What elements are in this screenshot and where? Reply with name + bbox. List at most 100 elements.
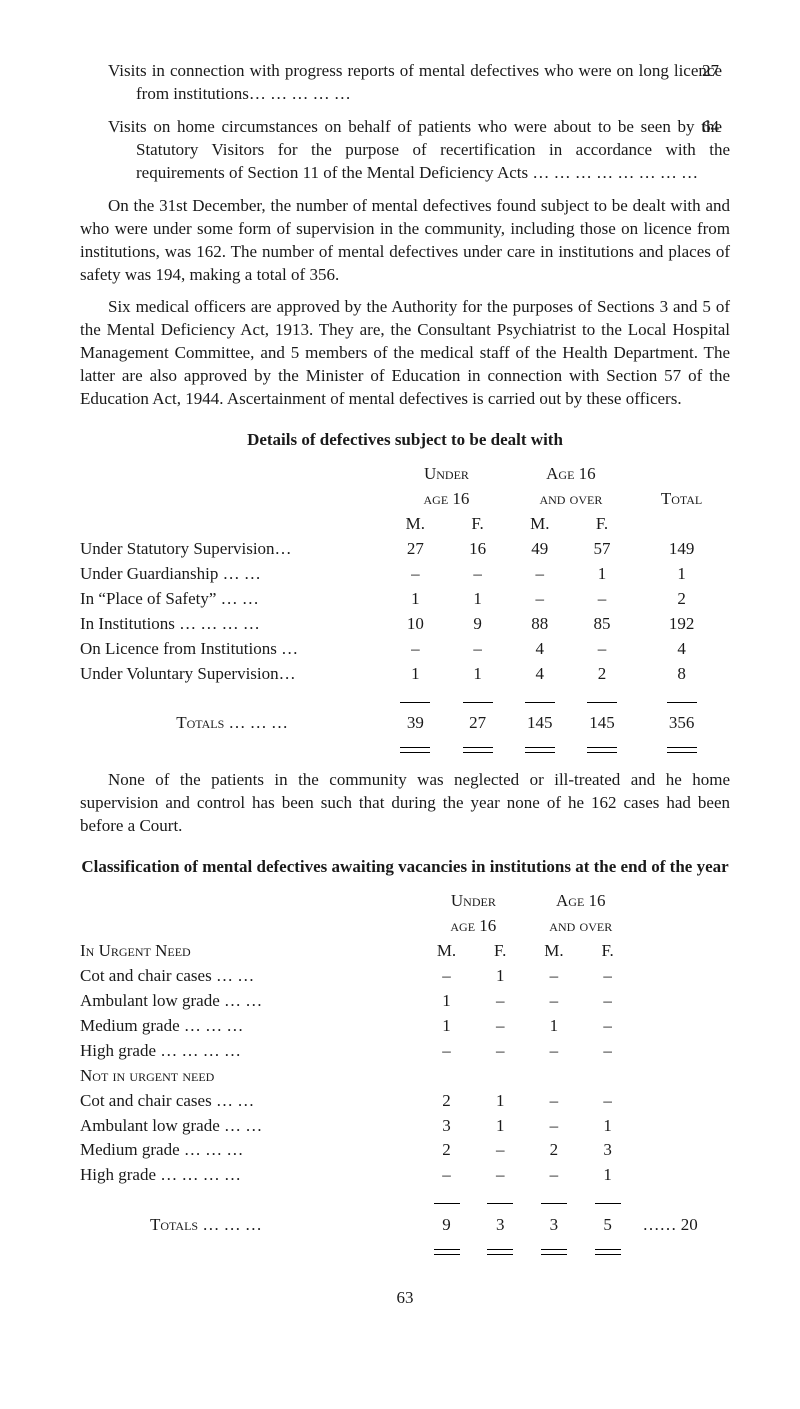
row-om: – <box>527 1163 581 1188</box>
value-visits-home: 64 <box>722 116 730 139</box>
row-label: Ambulant low grade … … <box>80 1114 420 1139</box>
row-om: – <box>509 562 571 587</box>
row-um: 10 <box>384 612 446 637</box>
row-om: – <box>527 964 581 989</box>
para-visits-home: 64 Visits on home circumstances on behal… <box>80 116 730 185</box>
t2-grand: …… 20 <box>634 1213 730 1238</box>
table-row: Under Voluntary Supervision…11428 <box>80 662 730 687</box>
row-of: – <box>571 637 633 662</box>
row-um: – <box>384 637 446 662</box>
value-visits-progress: 27 <box>722 60 730 83</box>
row-uf: – <box>473 1163 527 1188</box>
totals-uf: 27 <box>446 711 508 736</box>
row-uf: 16 <box>446 537 508 562</box>
row-label: Under Guardianship … … <box>80 562 384 587</box>
row-uf: 1 <box>473 964 527 989</box>
t2-totals-row: Totals … … … 9 3 3 5 …… 20 <box>80 1213 730 1238</box>
row-um: 27 <box>384 537 446 562</box>
row-uf: – <box>473 1039 527 1064</box>
row-label: In Institutions … … … … <box>80 612 384 637</box>
table-row: In “Place of Safety” … …11––2 <box>80 587 730 612</box>
t2-andover: and over <box>527 914 634 939</box>
text-visits-home: Visits on home circumstances on behalf o… <box>108 117 730 182</box>
para-on-31st: On the 31st December, the number of ment… <box>80 195 730 287</box>
t2-totals-um: 9 <box>420 1213 474 1238</box>
t2-totals-of: 5 <box>581 1213 635 1238</box>
row-om: 1 <box>527 1014 581 1039</box>
t2-f1: F. <box>473 939 527 964</box>
row-tot: 4 <box>633 637 730 662</box>
row-label: Under Statutory Supervision… <box>80 537 384 562</box>
row-um: 2 <box>420 1138 474 1163</box>
row-uf: 1 <box>446 587 508 612</box>
row-om: – <box>527 989 581 1014</box>
row-um: – <box>420 1039 474 1064</box>
row-om: 2 <box>527 1138 581 1163</box>
row-of: 1 <box>581 1163 635 1188</box>
row-om: – <box>527 1114 581 1139</box>
row-om: 49 <box>509 537 571 562</box>
row-of: 57 <box>571 537 633 562</box>
row-uf: – <box>446 562 508 587</box>
row-label: In “Place of Safety” … … <box>80 587 384 612</box>
totals-of: 145 <box>571 711 633 736</box>
row-label: Under Voluntary Supervision… <box>80 662 384 687</box>
t2-header-row-2: age 16 and over <box>80 914 730 939</box>
row-um: 3 <box>420 1114 474 1139</box>
row-label: Cot and chair cases … … <box>80 1089 420 1114</box>
t2-m1: M. <box>420 939 474 964</box>
row-um: 1 <box>384 662 446 687</box>
totals-tot: 356 <box>633 711 730 736</box>
row-tot: 1 <box>633 562 730 587</box>
row-tot: 149 <box>633 537 730 562</box>
table-row: Medium grade … … …1–1– <box>80 1014 730 1039</box>
t2-m2: M. <box>527 939 581 964</box>
row-label: Ambulant low grade … … <box>80 989 420 1014</box>
t2-f2: F. <box>581 939 635 964</box>
t2-rule-row <box>80 1188 730 1213</box>
col-under: Under <box>384 462 508 487</box>
table-header-row-3: M. F. M. F. <box>80 512 730 537</box>
row-um: – <box>384 562 446 587</box>
text-visits-progress: Visits in connection with progress repor… <box>108 61 722 103</box>
col-total: Total <box>633 487 730 512</box>
totals-um: 39 <box>384 711 446 736</box>
row-um: – <box>420 1163 474 1188</box>
heading-classification: Classification of mental defectives awai… <box>80 856 730 879</box>
row-om: – <box>509 587 571 612</box>
col-age16-sub: age 16 <box>384 487 508 512</box>
row-tot: 192 <box>633 612 730 637</box>
row-uf: 1 <box>446 662 508 687</box>
col-andover: and over <box>509 487 633 512</box>
row-of: 1 <box>581 1114 635 1139</box>
row-om: 4 <box>509 637 571 662</box>
row-label: Medium grade … … … <box>80 1138 420 1163</box>
row-om: 4 <box>509 662 571 687</box>
col-f2: F. <box>571 512 633 537</box>
row-label: High grade … … … … <box>80 1039 420 1064</box>
t2-totals-om: 3 <box>527 1213 581 1238</box>
row-um: – <box>420 964 474 989</box>
row-om: – <box>527 1089 581 1114</box>
row-um: 1 <box>384 587 446 612</box>
row-tot: 8 <box>633 662 730 687</box>
table-row: Under Statutory Supervision…27164957149 <box>80 537 730 562</box>
row-uf: 1 <box>473 1114 527 1139</box>
row-label: High grade … … … … <box>80 1163 420 1188</box>
t2-noturgent-label: Not in urgent need <box>80 1064 420 1089</box>
col-age16: Age 16 <box>509 462 633 487</box>
row-tot: 2 <box>633 587 730 612</box>
row-um: 2 <box>420 1089 474 1114</box>
table-totals-row: Totals … … … 39 27 145 145 356 <box>80 711 730 736</box>
col-m1: M. <box>384 512 446 537</box>
t2-age16-sub: age 16 <box>420 914 527 939</box>
t2-rule-row-double <box>80 1238 730 1263</box>
rule-row <box>80 687 730 712</box>
row-uf: 1 <box>473 1089 527 1114</box>
col-m2: M. <box>509 512 571 537</box>
table-classification: Under Age 16 age 16 and over In Urgent N… <box>80 889 730 1263</box>
row-label: Medium grade … … … <box>80 1014 420 1039</box>
para-six-officers: Six medical officers are approved by the… <box>80 296 730 411</box>
rule-row-double <box>80 736 730 761</box>
totals-label: Totals … … … <box>80 711 384 736</box>
